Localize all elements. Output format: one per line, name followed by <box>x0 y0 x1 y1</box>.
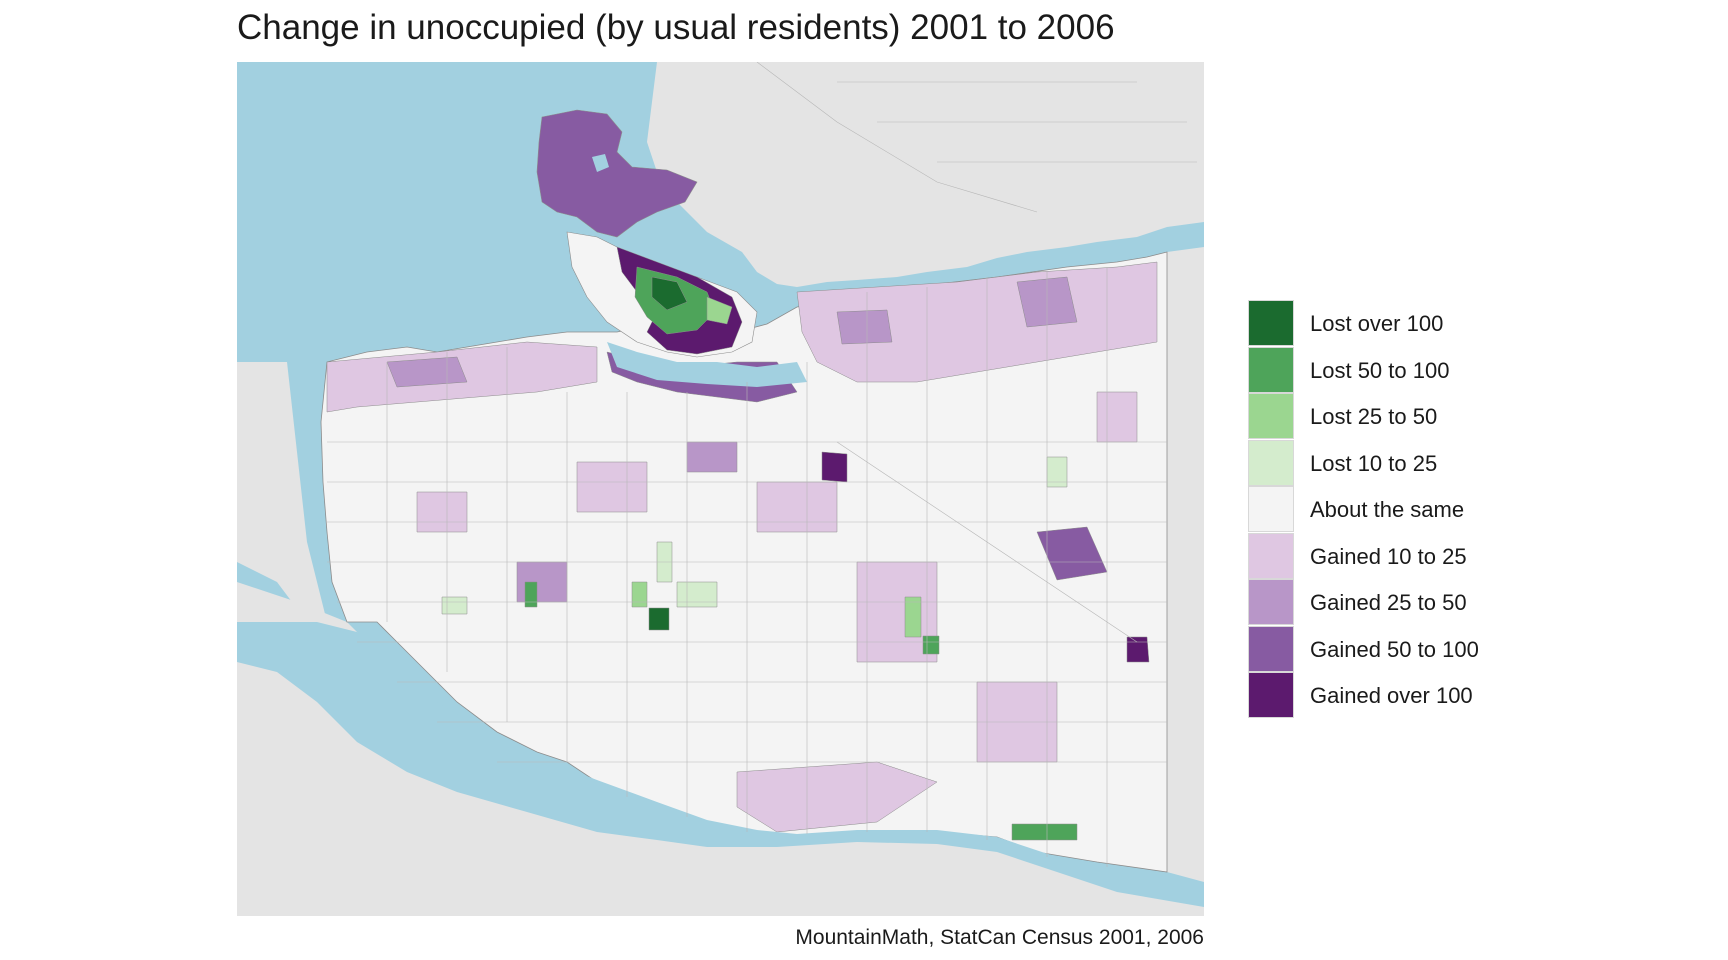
legend-swatch <box>1248 439 1294 486</box>
legend-label: Lost 25 to 50 <box>1310 404 1438 429</box>
west-land <box>237 362 327 622</box>
patch-lost-50-a <box>524 581 538 608</box>
legend-label: Lost 10 to 25 <box>1310 450 1438 476</box>
legend-label: Gained over 100 <box>1310 683 1473 708</box>
false-creek-water <box>607 342 807 387</box>
patch-gained-8 <box>686 441 738 473</box>
patch-gained-2 <box>756 481 838 533</box>
legend-swatch <box>1248 346 1294 393</box>
source-caption: MountainMath, StatCan Census 2001, 2006 <box>795 926 1204 949</box>
choropleth-map[interactable] <box>237 62 1204 916</box>
north-shore-land <box>647 62 1204 287</box>
patch-lost-100 <box>648 607 670 631</box>
map-title: Change in unoccupied (by usual residents… <box>237 8 1115 47</box>
patch-lost-10-b <box>676 581 718 608</box>
patch-lost-10-a <box>441 596 468 615</box>
stanley-park <box>536 109 698 238</box>
downtown-lost-100 <box>651 276 688 311</box>
north-strip-gained-b <box>386 356 468 388</box>
legend-label: Gained 25 to 50 <box>1310 590 1467 615</box>
fraser-river <box>237 622 1204 907</box>
legend-label: Gained 10 to 25 <box>1310 543 1467 569</box>
legend-swatch <box>1248 486 1294 532</box>
mount-pleasant-gained <box>821 451 848 483</box>
road-grid <box>327 62 1197 867</box>
east-gained-c <box>836 309 893 345</box>
patch-gained-1 <box>576 461 648 513</box>
legend-label: Lost 50 to 100 <box>1310 357 1450 383</box>
patch-gained-6 <box>416 491 468 533</box>
legend-label: Lost over 100 <box>1310 311 1444 336</box>
patch-lost-25-a <box>904 596 922 638</box>
patch-lost-50-b <box>922 635 940 655</box>
legend-label: Gained 50 to 100 <box>1310 636 1479 662</box>
patch-gained-7 <box>516 561 568 603</box>
legend-swatch <box>1248 672 1294 718</box>
richmond-land <box>237 582 1204 916</box>
legend-swatch <box>1248 393 1294 439</box>
collingwood-gained <box>1126 636 1150 663</box>
legend-swatch <box>1248 532 1294 579</box>
lost-lagoon <box>592 154 609 172</box>
patch-gained-9 <box>1096 391 1138 443</box>
legend-label: About the same <box>1310 497 1465 522</box>
patch-lost-10-d <box>1046 456 1068 488</box>
sea-island <box>237 702 357 852</box>
patch-lost-25-b <box>631 581 648 608</box>
legend-swatch <box>1248 300 1294 346</box>
patch-lost-50-c <box>1011 823 1078 841</box>
legend-swatch <box>1248 579 1294 625</box>
burnaby-land <box>1167 247 1204 882</box>
downtown-lost-25 <box>706 296 733 325</box>
legend-swatch <box>1248 625 1294 672</box>
